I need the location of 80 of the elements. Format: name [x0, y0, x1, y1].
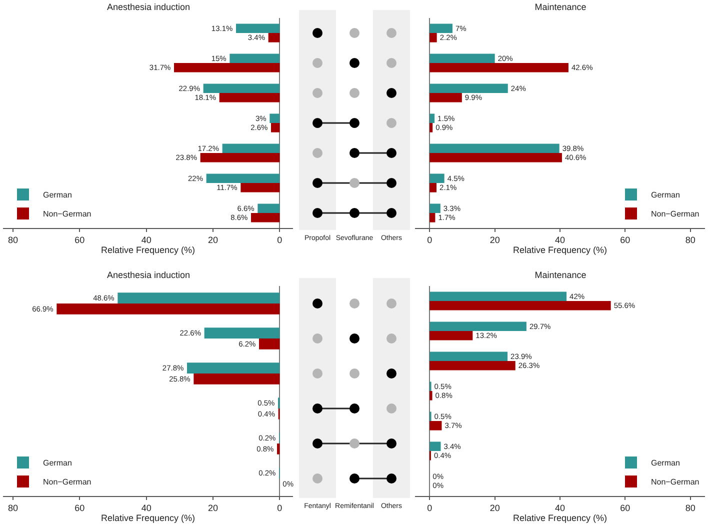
bar [219, 93, 280, 102]
x-tick-label: 40 [554, 234, 566, 245]
bar [430, 391, 432, 400]
x-tick-label: 20 [490, 502, 500, 513]
x-tick-label: 80 [8, 234, 18, 245]
bar [430, 153, 562, 162]
legend-label: German [651, 458, 680, 468]
bar [430, 204, 440, 213]
x-tick-label: 40 [141, 234, 152, 245]
legend-label: Non−German [43, 478, 92, 487]
bar [430, 352, 508, 361]
bar [56, 304, 280, 314]
bar [430, 361, 516, 370]
bar [430, 144, 560, 153]
x-tick-label: 20 [208, 234, 218, 245]
bar [270, 114, 280, 123]
x-tick-label: 60 [74, 234, 85, 245]
chart-title: Maintenance [534, 270, 586, 280]
bar [430, 114, 435, 123]
x-tick-label: 80 [685, 234, 696, 245]
bar [430, 54, 495, 63]
chart-title: Anesthesia induction [106, 2, 190, 12]
x-tick-label: 40 [141, 502, 152, 513]
bar [430, 442, 441, 451]
bar [430, 301, 611, 310]
bar [430, 84, 508, 93]
x-tick-label: 0 [277, 502, 282, 513]
bar [259, 338, 280, 350]
bar [204, 328, 280, 338]
x-tick-label: 60 [74, 502, 85, 513]
bar [430, 322, 526, 331]
bar [258, 204, 280, 213]
bar [430, 63, 568, 72]
bar [430, 174, 444, 183]
bar [430, 183, 437, 192]
bar [118, 292, 280, 304]
x-tick-label: 0 [427, 502, 432, 513]
bar [430, 24, 452, 33]
bar [430, 33, 437, 42]
chart-title: Maintenance [534, 2, 586, 12]
x-axis-title: Relative Frequency (%) [512, 512, 608, 523]
x-tick-label: 80 [8, 502, 18, 513]
x-tick-label: 0 [277, 234, 282, 245]
x-tick-label: 40 [554, 502, 566, 513]
bar [230, 54, 280, 63]
legend-label: Non−German [651, 478, 700, 487]
bar [194, 374, 280, 384]
bar [268, 33, 280, 42]
x-axis-title: Relative Frequency (%) [100, 512, 196, 523]
bar [430, 93, 462, 102]
x-tick-label: 80 [685, 502, 696, 513]
x-tick-label: 20 [208, 502, 218, 513]
bar [271, 123, 280, 132]
bar [430, 421, 442, 430]
bar [240, 183, 280, 192]
x-tick-label: 60 [620, 234, 630, 245]
bar [203, 84, 280, 93]
bar [430, 331, 473, 340]
bar [174, 63, 280, 72]
bar [251, 213, 280, 222]
x-axis-title: Relative Frequency (%) [100, 244, 196, 255]
bar [236, 24, 280, 33]
x-tick-label: 0 [427, 234, 432, 245]
x-tick-label: 60 [620, 502, 630, 513]
bar [187, 362, 280, 374]
legend-label: German [43, 458, 72, 468]
bar [200, 153, 280, 162]
legend-label: German [43, 190, 72, 200]
bar [430, 213, 436, 222]
x-tick-label: 20 [490, 234, 500, 245]
chart-title: Anesthesia induction [106, 270, 190, 280]
bar [430, 292, 567, 301]
legend-label: German [651, 190, 680, 200]
bar [430, 123, 433, 132]
bar [277, 444, 280, 454]
bar [206, 174, 280, 183]
legend-label: Non−German [651, 210, 700, 219]
legend-label: Non−German [43, 210, 92, 219]
x-axis-title: Relative Frequency (%) [512, 244, 608, 255]
bar [222, 144, 280, 153]
